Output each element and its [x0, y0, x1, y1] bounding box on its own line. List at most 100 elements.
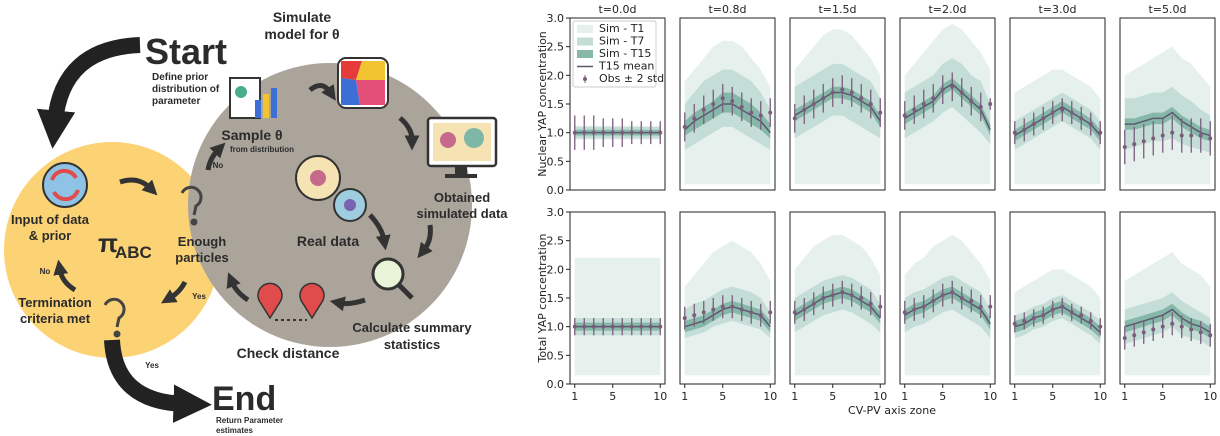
step-label: Real data [297, 233, 359, 249]
band [904, 58, 991, 145]
obs-point [849, 90, 854, 95]
obs-point [969, 298, 974, 303]
panel-frame [899, 211, 996, 385]
obs-point [701, 107, 706, 112]
step-label: particles [175, 250, 228, 265]
obs-point [1031, 316, 1036, 321]
band [574, 257, 661, 376]
y-tick-label: 2.5 [547, 41, 565, 54]
y-axis-label: Nuclear YAP concentration [536, 31, 549, 177]
obs-point [629, 324, 634, 329]
step-label: Check distance [237, 345, 340, 361]
panel-frame [679, 17, 776, 191]
band [794, 286, 881, 324]
panel-frame [1009, 211, 1106, 385]
panel-title: t=5.0d [1148, 3, 1186, 16]
obs-point [639, 130, 644, 135]
panel-frame [1119, 17, 1216, 191]
obs-point [692, 313, 697, 318]
obs-point [1041, 116, 1046, 121]
obs-point [739, 104, 744, 109]
obs-point [912, 107, 917, 112]
obs-point [648, 130, 653, 135]
step-label: criteria met [20, 311, 91, 326]
mean-line [794, 91, 881, 122]
obs-point [610, 130, 615, 135]
obs-point [959, 90, 964, 95]
x-tick-label: 1 [901, 390, 908, 403]
obs-point [1170, 130, 1175, 135]
band [1124, 106, 1211, 142]
obs-point [878, 110, 883, 115]
obs-point [821, 96, 826, 101]
x-tick-label: 5 [1159, 390, 1166, 403]
obs-point [1079, 116, 1084, 121]
legend-label: Sim - T7 [599, 35, 644, 48]
step-label: Calculate summary [352, 320, 472, 335]
obs-point [859, 96, 864, 101]
obs-point [701, 310, 706, 315]
obs-point [1069, 110, 1074, 115]
mean-line [684, 103, 771, 134]
end-note: estimates [216, 426, 253, 435]
obs-point [1079, 313, 1084, 318]
obs-point [931, 298, 936, 303]
obs-point [730, 304, 735, 309]
band [684, 300, 771, 333]
obs-point [912, 307, 917, 312]
step-label: Enough [178, 234, 226, 249]
obs-point [720, 96, 725, 101]
obs-point [730, 99, 735, 104]
x-tick-label: 10 [1203, 390, 1217, 403]
chart-grid: 0.0 0.5 1.0 1.5 2.0 2.5 3.0 t=0.0d Nuclear YAP c… [536, 3, 1217, 417]
obs-point [601, 324, 606, 329]
obs-point [1151, 136, 1156, 141]
sample-icon [229, 77, 277, 119]
start-arrow [36, 37, 141, 149]
step-label: Input of data [11, 212, 90, 227]
band [1014, 92, 1101, 150]
x-tick-label: 5 [719, 390, 726, 403]
panel-title: t=0.0d [598, 3, 636, 16]
obs-point [739, 307, 744, 312]
simulate-icon [337, 57, 389, 109]
obs-point [811, 301, 816, 306]
y-tick-label: 0.0 [547, 184, 565, 197]
obs-point [868, 102, 873, 106]
yes-label: Yes [192, 292, 206, 301]
legend-swatch [577, 37, 593, 46]
start-note: parameter [152, 96, 200, 107]
y-tick-label: 1.0 [547, 321, 565, 334]
obs-point [629, 130, 634, 135]
mean-line [1014, 105, 1101, 137]
y-tick-label: 3.0 [547, 206, 565, 219]
y-tick-label: 2.5 [547, 235, 565, 248]
obs-point [1208, 136, 1213, 141]
mean-line [904, 83, 991, 131]
obs-point [988, 102, 993, 106]
band [684, 92, 771, 139]
no-label: No [213, 161, 224, 170]
step-label: Sample θ [221, 127, 282, 143]
obs-point [620, 130, 625, 135]
obs-point [620, 324, 625, 329]
obs-point [840, 87, 845, 92]
obs-point [582, 324, 587, 329]
obs-point [978, 104, 983, 109]
obs-point [940, 87, 945, 92]
legend-label: Sim - T15 [599, 47, 651, 60]
obs-point [1122, 145, 1127, 149]
obs-point [658, 130, 663, 135]
x-tick-label: 1 [681, 390, 688, 403]
obs-point [1098, 130, 1103, 135]
pi-label: π [98, 228, 118, 258]
obs-point [1098, 324, 1103, 329]
x-tick-label: 1 [1121, 390, 1128, 403]
obs-point [1022, 318, 1027, 323]
obs-point [1132, 333, 1137, 338]
band [1014, 295, 1101, 344]
step-label: Simulate [273, 9, 332, 25]
band [1014, 69, 1101, 185]
legend-swatch [577, 50, 593, 58]
